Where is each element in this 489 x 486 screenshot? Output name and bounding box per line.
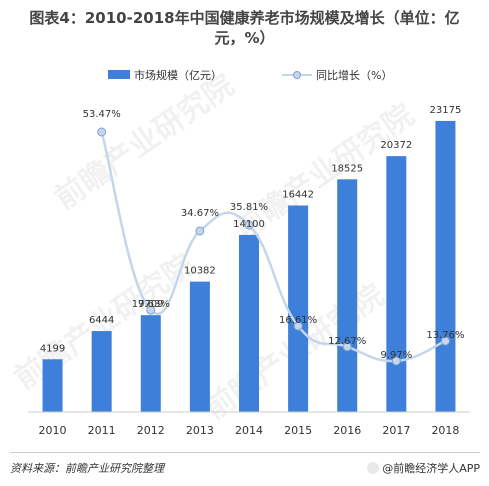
growth-value-label: 34.67% — [181, 208, 219, 219]
x-tick-labels: 2010 2011 2012 2013 2014 2015 2016 2017 2018 — [39, 424, 460, 437]
x-tick-label: 2012 — [137, 424, 165, 437]
footer: 资料来源：前瞻产业研究院整理 @前瞻经济学人APP — [10, 460, 480, 476]
bar — [140, 315, 161, 412]
growth-point — [244, 220, 254, 230]
bar — [288, 205, 309, 412]
bar — [42, 359, 63, 412]
line-labels: 53.47% 19.63% 34.67% 35.81% 16.61% 12.67% 9.97… — [83, 109, 465, 361]
growth-point — [293, 321, 303, 331]
growth-value-label: 12.67% — [328, 336, 366, 347]
x-tick-label: 2010 — [39, 424, 67, 437]
bar-value-label: 4199 — [40, 343, 65, 354]
bars — [42, 120, 456, 412]
growth-value-label: 35.81% — [230, 202, 268, 213]
watermark-text: 前瞻产业研究院 — [49, 68, 241, 217]
legend-bar-swatch — [108, 70, 130, 79]
x-tick-label: 2018 — [431, 424, 459, 437]
growth-value-label: 13.76% — [426, 330, 464, 341]
growth-point — [391, 356, 401, 366]
bar-value-label: 6444 — [89, 315, 114, 326]
legend-line-marker — [293, 71, 301, 79]
chart-title: 图表4：2010-2018年中国健康养老市场规模及增长（单位：亿 元，%） — [0, 8, 489, 48]
x-tick-label: 2014 — [235, 424, 263, 437]
brand-credit: @前瞻经济学人APP — [367, 460, 480, 476]
growth-value-label: 19.63% — [132, 299, 170, 310]
bar-value-label: 23175 — [430, 105, 462, 116]
chart-title-line1: 图表4：2010-2018年中国健康养老市场规模及增长（单位：亿 — [29, 9, 460, 27]
growth-value-label: 16.61% — [279, 315, 317, 326]
bar — [337, 179, 358, 412]
bar-value-label: 10382 — [184, 266, 216, 277]
growth-point — [146, 305, 156, 315]
legend-line-label: 同比增长（%） — [316, 68, 392, 82]
bar-value-label: 20372 — [380, 140, 412, 151]
chart-title-line2: 元，%） — [214, 29, 275, 47]
growth-point — [195, 226, 205, 236]
bar-labels: 4199 6444 7709 10382 14100 16442 18525 20372 231… — [40, 105, 462, 354]
growth-value-label: 9.97% — [380, 350, 412, 361]
growth-line — [97, 127, 450, 366]
bar — [91, 331, 112, 412]
legend-bar-label: 市场规模（亿元） — [134, 68, 222, 82]
bar-value-label: 16442 — [282, 189, 314, 200]
bar-value-label: 18525 — [331, 163, 363, 174]
brand-text: @前瞻经济学人APP — [382, 462, 480, 475]
bar — [239, 234, 259, 412]
growth-point — [440, 336, 450, 346]
x-tick-label: 2015 — [284, 424, 312, 437]
bar — [189, 281, 210, 412]
bar-value-label: 7709 — [138, 299, 163, 310]
growth-point — [97, 127, 107, 137]
x-tick-label: 2017 — [382, 424, 410, 437]
growth-value-label: 53.47% — [83, 109, 121, 120]
legend: 市场规模（亿元） 同比增长（%） — [108, 68, 392, 82]
bar — [435, 120, 456, 412]
brand-logo-icon — [367, 462, 380, 474]
bar-value-label: 14100 — [233, 219, 265, 230]
bar — [386, 156, 407, 412]
watermark-layer: 前瞻产业研究院前瞻产业研究院前瞻产业研究院前瞻产业研究院 — [9, 68, 421, 427]
x-tick-label: 2011 — [88, 424, 116, 437]
source-note: 资料来源：前瞻产业研究院整理 — [10, 462, 164, 475]
x-tick-label: 2013 — [186, 424, 214, 437]
footer-divider — [10, 452, 480, 453]
growth-point — [342, 342, 352, 352]
x-tick-label: 2016 — [333, 424, 361, 437]
